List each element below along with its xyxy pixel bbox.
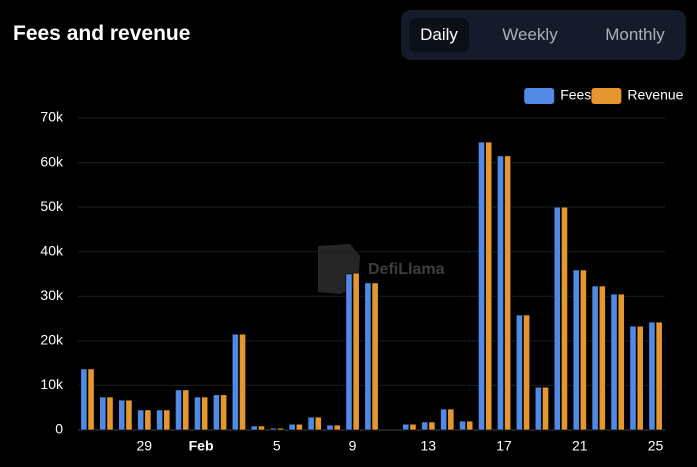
bar bbox=[201, 396, 209, 431]
tab-group: Daily Weekly Monthly bbox=[401, 10, 686, 60]
bar bbox=[295, 423, 303, 431]
bar bbox=[250, 425, 258, 431]
legend-label: Fees bbox=[560, 87, 591, 103]
bar bbox=[523, 314, 530, 431]
bar bbox=[307, 416, 315, 431]
bar bbox=[258, 425, 265, 431]
bar bbox=[648, 321, 656, 431]
bar bbox=[182, 389, 190, 431]
bar bbox=[314, 416, 322, 431]
bar bbox=[220, 394, 228, 431]
x-tick-label: 5 bbox=[273, 438, 281, 454]
bar bbox=[125, 399, 133, 431]
bar bbox=[617, 293, 625, 431]
y-tick-label: 60k bbox=[40, 153, 64, 169]
bar bbox=[213, 394, 220, 431]
bar bbox=[579, 269, 587, 431]
bar bbox=[288, 423, 296, 431]
tab[interactable]: Monthly bbox=[605, 25, 665, 44]
bar bbox=[106, 396, 114, 431]
legend-swatch bbox=[524, 88, 555, 104]
legend-swatch bbox=[591, 88, 622, 104]
y-tick-label: 10k bbox=[40, 376, 64, 392]
y-tick-label: 40k bbox=[40, 242, 64, 258]
bar bbox=[156, 409, 164, 431]
bar bbox=[364, 282, 372, 431]
bar bbox=[421, 421, 429, 431]
bar bbox=[553, 206, 561, 431]
bar bbox=[485, 141, 493, 431]
bar bbox=[409, 423, 417, 431]
bar bbox=[515, 314, 523, 431]
bar bbox=[636, 325, 644, 431]
x-tick-label: 17 bbox=[496, 438, 512, 454]
x-tick-label: 9 bbox=[349, 438, 357, 454]
bar bbox=[144, 409, 152, 431]
y-tick-label: 30k bbox=[40, 287, 64, 303]
bar bbox=[561, 206, 568, 431]
bar bbox=[371, 282, 379, 431]
tab[interactable]: Weekly bbox=[502, 25, 558, 44]
y-tick-label: 70k bbox=[40, 109, 64, 125]
bar bbox=[534, 386, 542, 431]
bar bbox=[440, 408, 448, 431]
y-tick-label: 50k bbox=[40, 198, 64, 214]
bar bbox=[118, 399, 126, 431]
legend-label: Revenue bbox=[627, 87, 683, 103]
x-tick-label: 29 bbox=[136, 438, 152, 454]
bar bbox=[466, 420, 474, 431]
x-tick-label: 25 bbox=[648, 438, 664, 454]
bar bbox=[598, 285, 606, 431]
bar bbox=[163, 409, 171, 431]
bar bbox=[402, 423, 410, 431]
bar bbox=[277, 427, 284, 431]
x-tick-label: 21 bbox=[572, 438, 588, 454]
bar bbox=[655, 321, 663, 431]
bar bbox=[137, 409, 145, 431]
bar bbox=[504, 155, 512, 431]
title: Fees and revenue bbox=[13, 22, 191, 45]
bar bbox=[428, 421, 436, 431]
y-tick-label: 20k bbox=[40, 332, 64, 348]
bar bbox=[239, 333, 246, 431]
bar bbox=[447, 408, 455, 431]
bar bbox=[175, 389, 182, 431]
bar bbox=[99, 396, 107, 431]
bar bbox=[629, 325, 637, 431]
bar bbox=[326, 424, 334, 431]
bar bbox=[269, 427, 277, 431]
bar bbox=[497, 155, 504, 431]
bar bbox=[80, 368, 88, 431]
bar bbox=[194, 396, 201, 431]
x-tick-label: 13 bbox=[421, 438, 437, 454]
bar bbox=[591, 285, 599, 431]
y-tick-label: 0 bbox=[55, 421, 63, 437]
bar bbox=[459, 420, 466, 431]
legend: Fees Revenue bbox=[524, 87, 684, 104]
bar bbox=[231, 333, 239, 431]
bar bbox=[542, 386, 549, 431]
tab[interactable]: Daily bbox=[409, 18, 469, 52]
bar bbox=[610, 293, 618, 431]
bar bbox=[333, 424, 341, 431]
bar bbox=[87, 368, 95, 431]
bar bbox=[478, 141, 485, 431]
bar bbox=[352, 272, 360, 431]
watermark-text: DefiLlama bbox=[368, 261, 445, 278]
bar bbox=[572, 269, 580, 431]
bar bbox=[345, 273, 353, 431]
x-tick-label: Feb bbox=[189, 438, 214, 454]
